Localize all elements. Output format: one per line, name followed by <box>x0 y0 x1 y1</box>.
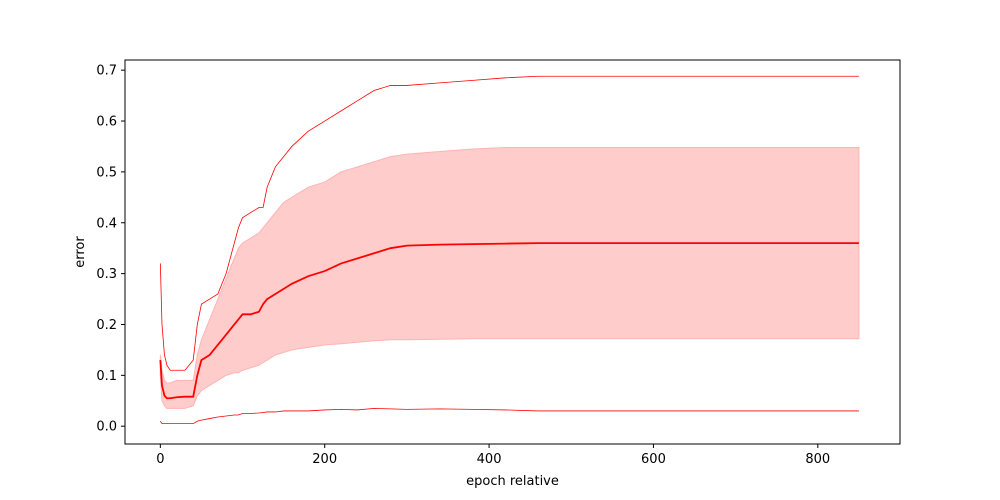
x-tick-label: 400 <box>477 452 502 467</box>
y-tick-label: 0.7 <box>96 64 117 79</box>
y-axis: 0.0 0.1 0.2 0.3 0.4 0.5 0.6 0.7 <box>96 64 125 435</box>
x-tick-label: 600 <box>641 452 666 467</box>
y-tick-label: 0.6 <box>96 115 117 130</box>
series-max-line <box>159 75 859 371</box>
x-axis-label: epoch relative <box>466 474 559 489</box>
y-tick-label: 0.1 <box>96 369 117 384</box>
x-tick-label: 0 <box>156 452 164 467</box>
plot-area <box>159 75 860 425</box>
y-axis-label: error <box>73 236 88 268</box>
series-mean-line <box>159 242 859 400</box>
y-tick-label: 0.4 <box>96 216 117 231</box>
x-tick-label: 800 <box>805 452 830 467</box>
x-axis: 0 200 400 600 800 <box>156 444 830 467</box>
y-tick-label: 0.5 <box>96 165 117 180</box>
y-tick-label: 0.0 <box>96 420 117 435</box>
axes-frame <box>124 59 901 445</box>
y-tick-label: 0.3 <box>96 267 117 282</box>
y-tick-label: 0.2 <box>96 318 117 333</box>
std-band <box>159 146 860 409</box>
x-tick-label: 200 <box>312 452 337 467</box>
series-min-line <box>160 407 859 425</box>
